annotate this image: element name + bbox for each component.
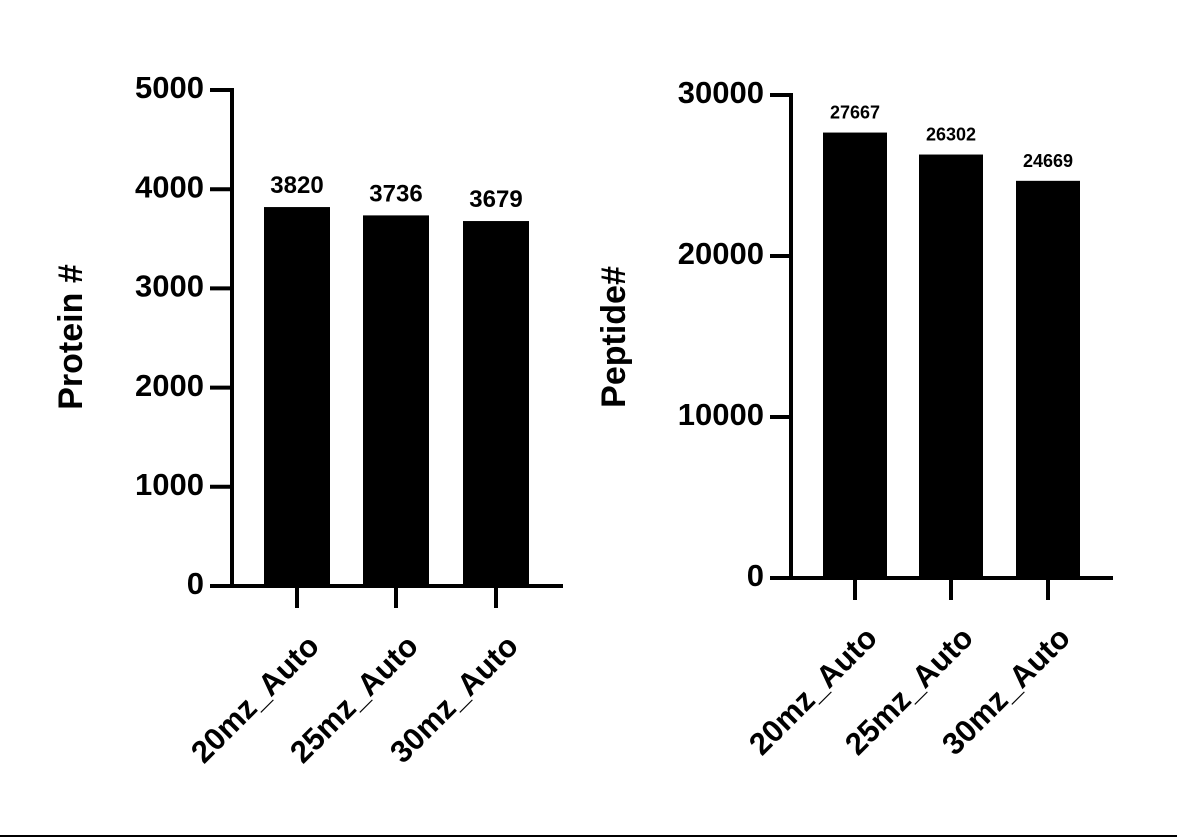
bar [363,215,429,586]
y-tick-label: 3000 [135,269,204,304]
bar [823,132,887,579]
data-label: 3736 [369,180,422,207]
y-tick-label: 20000 [678,236,764,271]
bar [264,207,330,586]
y-tick-label: 5000 [135,70,204,105]
y-tick-label: 30000 [678,75,764,110]
y-tick-label: 10000 [678,397,764,432]
y-tick-label: 0 [187,566,204,601]
data-label: 27667 [830,103,880,123]
y-tick-label: 4000 [135,169,204,204]
y-axis-label: Protein # [52,264,90,410]
data-label: 3679 [469,186,522,213]
y-axis-label: Peptide# [595,266,633,408]
bar [463,221,529,586]
data-label: 26302 [926,125,976,145]
y-tick-label: 2000 [135,368,204,403]
bar [1016,180,1080,578]
bar [919,154,983,579]
data-label: 3820 [270,172,323,199]
y-tick-label: 0 [747,558,764,593]
y-tick-label: 1000 [135,467,204,502]
data-label: 24669 [1023,151,1073,171]
